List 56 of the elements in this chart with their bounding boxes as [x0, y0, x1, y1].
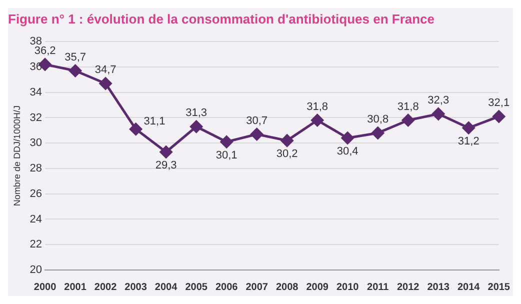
y-tick-label: 32: [30, 112, 42, 124]
data-label: 30,7: [246, 114, 268, 127]
y-tick-label: 30: [30, 137, 42, 150]
x-tick-label: 2013: [427, 282, 450, 293]
point: [160, 146, 172, 158]
point: [311, 114, 324, 127]
y-tick-label: 26: [30, 188, 42, 200]
data-label: 32,1: [488, 96, 510, 109]
point: [220, 136, 233, 148]
point: [280, 134, 294, 147]
y-tick-label: 22: [30, 238, 42, 251]
x-tick-label: 2008: [276, 282, 299, 293]
x-tick-label: 2010: [336, 282, 360, 293]
x-tick-label: 2006: [215, 282, 238, 293]
y-tick-label: 28: [30, 162, 42, 175]
data-label: 31,8: [397, 100, 419, 113]
x-tick-label: 2001: [64, 282, 87, 293]
chart-title: Figure n° 1 : évolution de la consommation d'antibiotiques en France: [8, 11, 435, 26]
x-tick-label: 2002: [94, 282, 118, 293]
data-label: 30,2: [276, 148, 298, 160]
x-tick-label: 2003: [124, 282, 148, 293]
point: [462, 122, 475, 134]
data-label: 30,8: [367, 113, 389, 126]
point: [99, 77, 112, 90]
x-tick-label: 2004: [154, 282, 178, 293]
point: [130, 122, 142, 136]
y-tick-label: 24: [30, 213, 42, 226]
y-tick-label: 34: [30, 86, 42, 98]
x-tick-label: 2015: [488, 282, 510, 293]
point: [190, 120, 203, 133]
data-label: 31,8: [306, 100, 328, 113]
point: [372, 126, 384, 140]
data-label: 31,2: [458, 135, 480, 148]
data-label: 30,1: [216, 149, 238, 162]
data-label: 31,3: [186, 107, 208, 120]
x-tick-label: 2012: [396, 282, 420, 293]
data-label: 34,7: [94, 64, 116, 76]
x-tick-label: 2009: [306, 282, 329, 293]
data-label: 31,1: [144, 116, 166, 128]
x-tick-label: 2011: [367, 282, 390, 293]
x-tick-label: 2007: [246, 282, 268, 293]
point: [402, 114, 414, 127]
data-label: 32,3: [428, 94, 450, 106]
data-label: 30,4: [336, 146, 358, 158]
point: [432, 108, 445, 120]
point: [341, 132, 354, 144]
y-axis-title: Nombre de DDJ/1000H/J: [12, 106, 22, 206]
x-tick-label: 2005: [185, 282, 208, 293]
point: [492, 110, 506, 123]
data-label: 35,7: [64, 51, 86, 64]
point: [69, 64, 82, 78]
x-tick-label: 2014: [457, 282, 480, 293]
x-tick-label: 2000: [34, 282, 57, 293]
point: [250, 128, 264, 140]
data-label: 29,3: [155, 160, 177, 172]
y-tick-label: 20: [30, 264, 42, 276]
